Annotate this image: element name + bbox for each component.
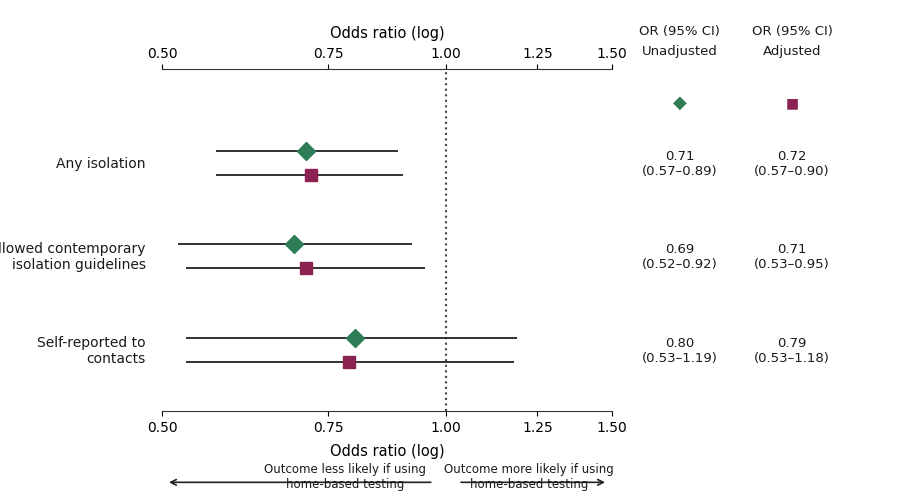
Text: OR (95% CI): OR (95% CI) — [752, 25, 833, 38]
Text: Any isolation: Any isolation — [56, 156, 146, 170]
Text: OR (95% CI): OR (95% CI) — [639, 25, 720, 38]
Text: Unadjusted: Unadjusted — [642, 45, 717, 58]
Text: 0.80
(0.53–1.19): 0.80 (0.53–1.19) — [642, 336, 717, 364]
Text: 0.72
(0.57–0.90): 0.72 (0.57–0.90) — [754, 149, 830, 177]
Text: Self-reported to
contacts: Self-reported to contacts — [37, 335, 146, 365]
Text: 0.71
(0.53–0.95): 0.71 (0.53–0.95) — [754, 243, 830, 271]
Text: Adjusted: Adjusted — [763, 45, 821, 58]
Text: 0.69
(0.52–0.92): 0.69 (0.52–0.92) — [642, 243, 717, 271]
Text: ◆: ◆ — [672, 94, 687, 112]
Text: Followed contemporary
isolation guidelines: Followed contemporary isolation guidelin… — [0, 242, 146, 272]
X-axis label: Odds ratio (log): Odds ratio (log) — [329, 443, 445, 458]
Text: ■: ■ — [786, 96, 798, 110]
X-axis label: Odds ratio (log): Odds ratio (log) — [329, 26, 445, 41]
Text: Outcome less likely if using
home-based testing: Outcome less likely if using home-based … — [264, 462, 426, 490]
Text: 0.71
(0.57–0.89): 0.71 (0.57–0.89) — [642, 149, 717, 177]
Text: Outcome more likely if using
home-based testing: Outcome more likely if using home-based … — [444, 462, 614, 490]
Text: 0.79
(0.53–1.18): 0.79 (0.53–1.18) — [754, 336, 830, 364]
